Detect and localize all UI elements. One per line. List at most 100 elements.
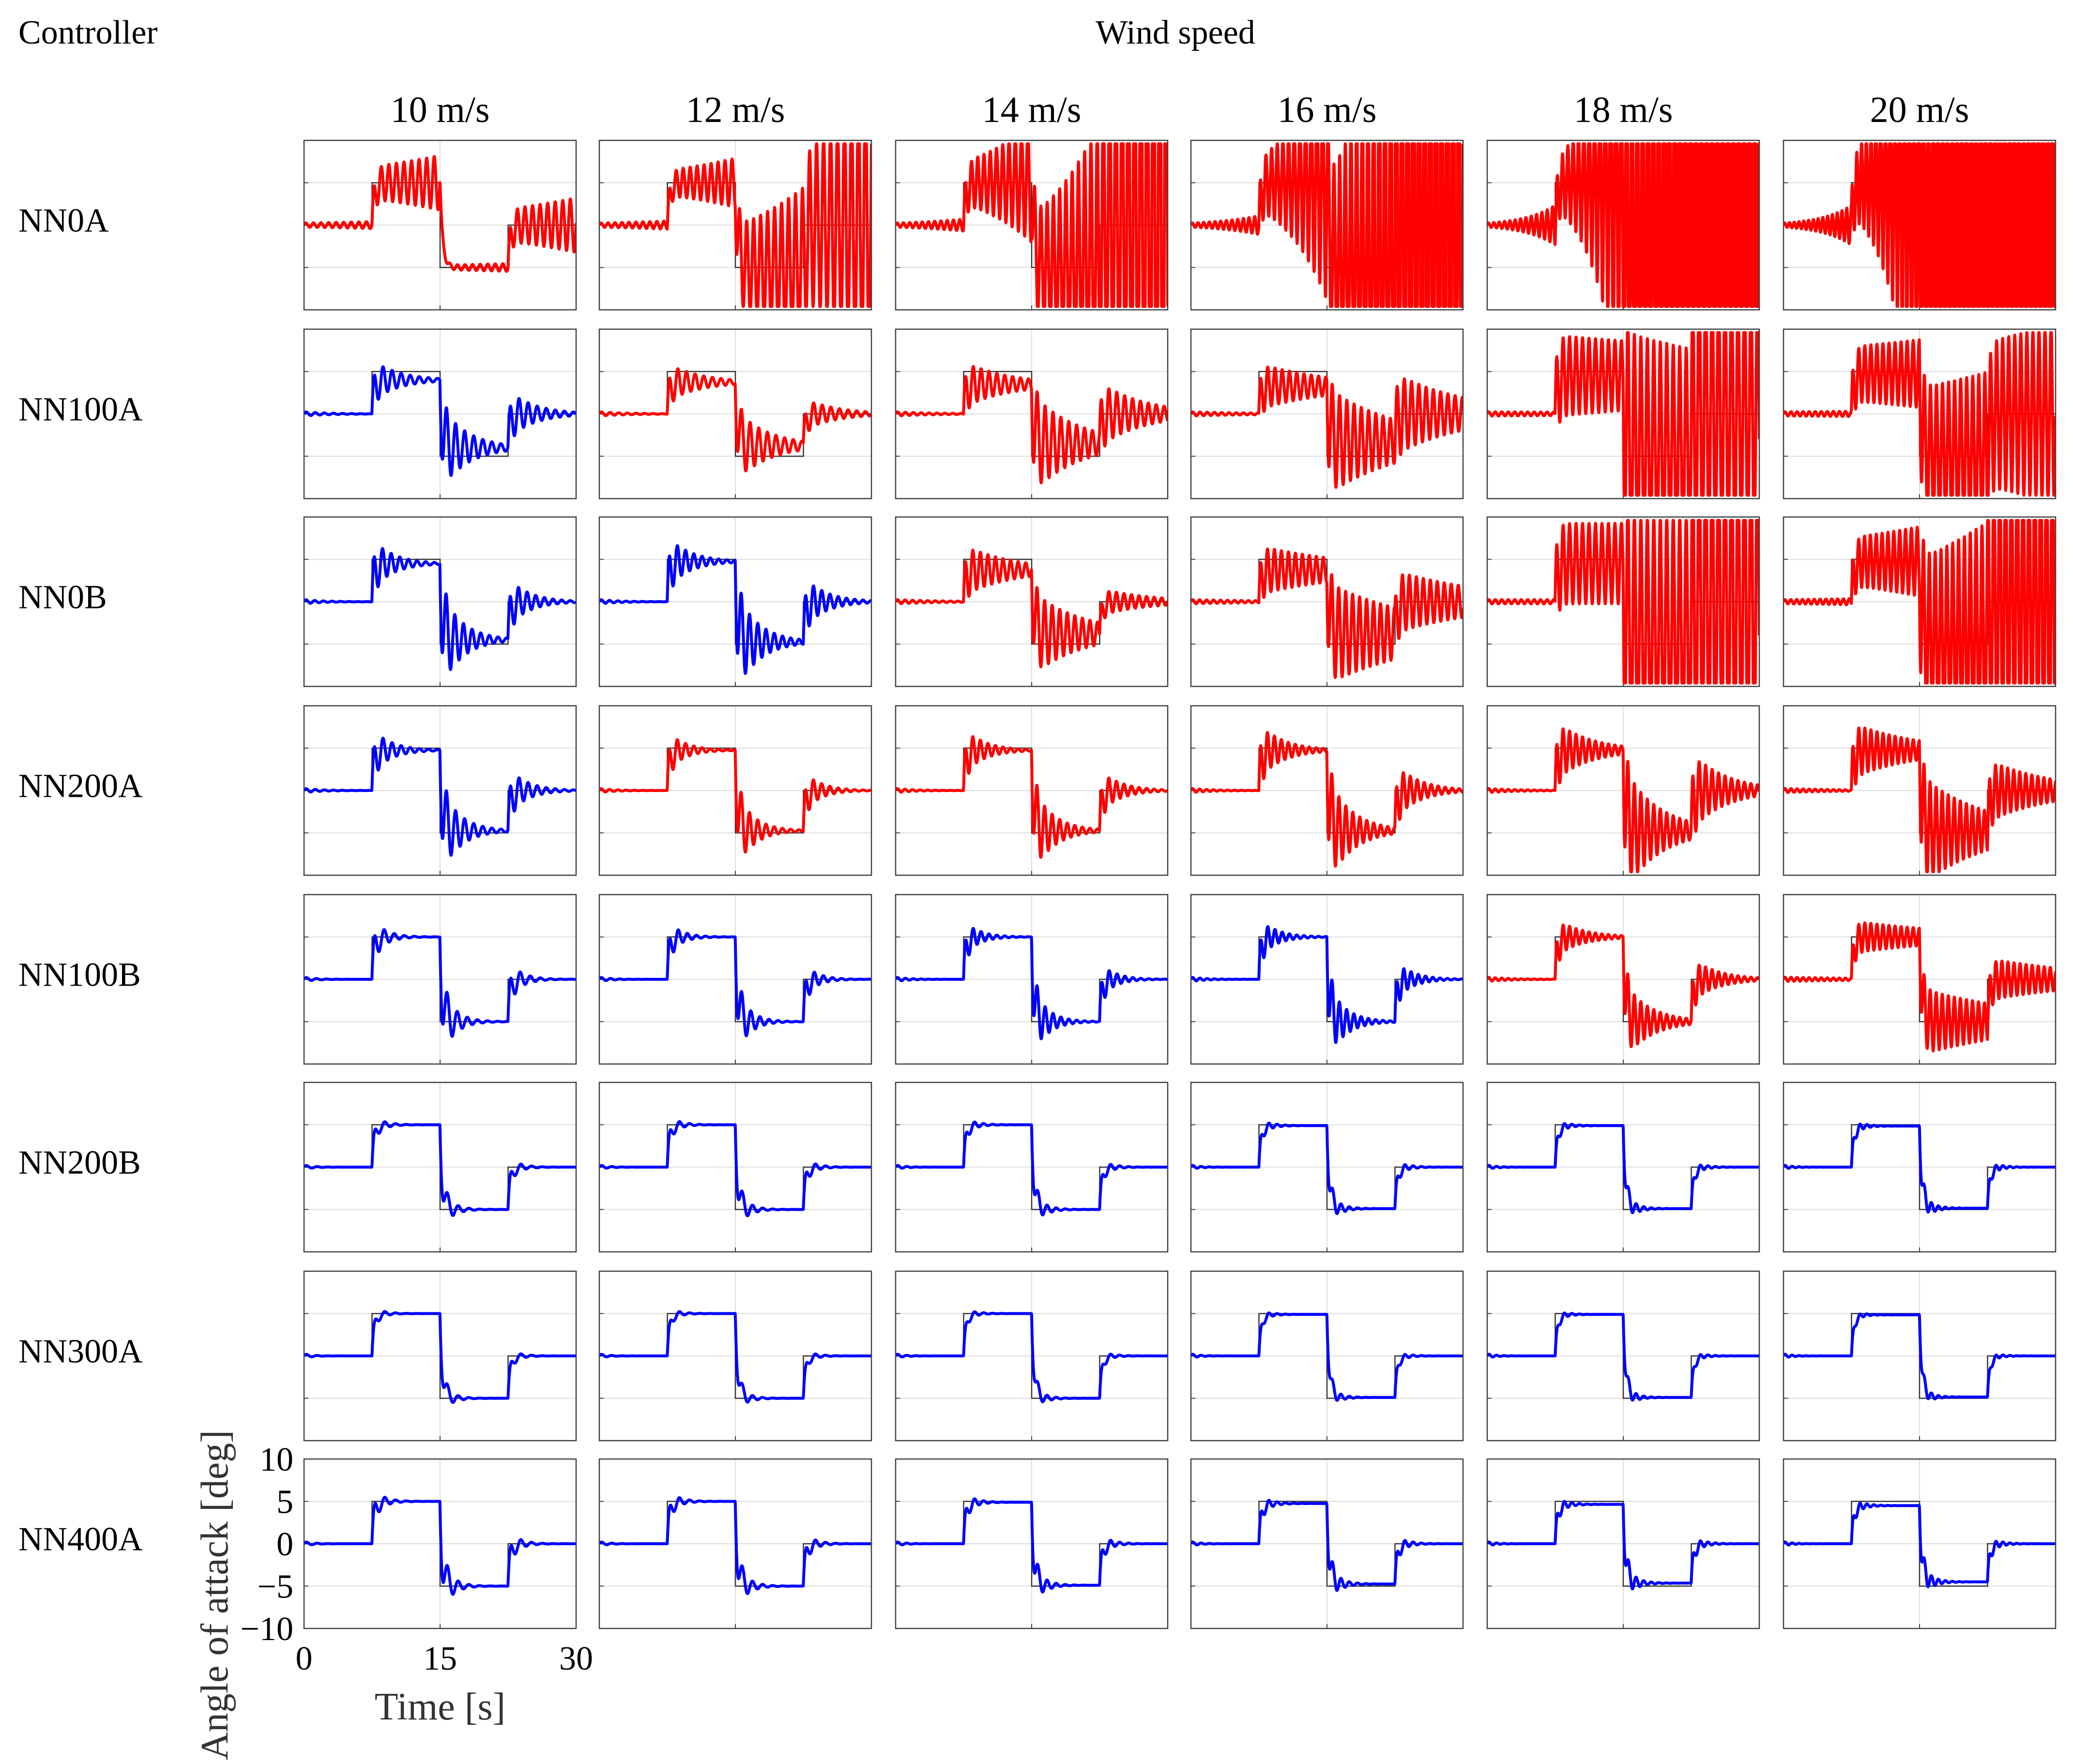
panel-frame xyxy=(1783,894,2057,1065)
panel-nn200a-12ms xyxy=(598,705,872,876)
panel-frame xyxy=(895,516,1169,687)
response-series-blue xyxy=(599,544,871,675)
response-series-red xyxy=(599,367,871,472)
panel-nn300a-14ms xyxy=(895,1270,1169,1442)
response-series-red xyxy=(1783,726,2056,873)
wind-speed-header: Wind speed xyxy=(1096,14,1255,51)
column-header-0: 10 m/s xyxy=(391,90,490,130)
row-label-nn0a: NN0A xyxy=(18,202,109,240)
panel-nn0a-16ms xyxy=(1190,139,1464,311)
row-label-nn200b: NN200B xyxy=(18,1144,141,1182)
panel-nn0b-20ms xyxy=(1783,516,2057,687)
panel-nn200b-12ms xyxy=(598,1081,872,1253)
panel-frame xyxy=(1783,139,2057,311)
row-label-nn200a: NN200A xyxy=(18,768,143,805)
controller-header: Controller xyxy=(18,14,158,51)
response-series-blue xyxy=(599,1496,871,1595)
panel-nn200a-16ms xyxy=(1190,705,1464,876)
panel-nn200a-18ms xyxy=(1486,705,1760,876)
panel-nn100a-16ms xyxy=(1190,328,1464,500)
panel-frame xyxy=(895,328,1169,500)
column-header-4: 18 m/s xyxy=(1574,90,1673,130)
panel-nn400a-12ms xyxy=(598,1458,872,1629)
response-series-blue xyxy=(304,1496,576,1596)
panel-nn300a-18ms xyxy=(1486,1270,1760,1442)
panel-frame xyxy=(303,705,577,876)
panel-frame xyxy=(303,1081,577,1253)
response-series-blue xyxy=(1191,1122,1463,1215)
x-axis-label: Time [s] xyxy=(375,1686,505,1728)
panel-frame xyxy=(895,1458,1169,1629)
panel-frame xyxy=(1783,1081,2057,1253)
panel-nn100b-12ms xyxy=(598,894,872,1065)
response-series-red xyxy=(1487,331,1759,497)
panel-nn0a-18ms xyxy=(1486,139,1760,311)
response-series-blue xyxy=(1191,925,1463,1044)
panel-frame xyxy=(1486,1458,1760,1629)
panel-frame xyxy=(303,139,577,311)
panel-nn300a-20ms xyxy=(1783,1270,2057,1442)
panel-frame xyxy=(1486,328,1760,500)
row-label-nn0b: NN0B xyxy=(18,579,107,616)
panel-nn100a-14ms xyxy=(895,328,1169,500)
panel-nn100a-18ms xyxy=(1486,328,1760,500)
panel-frame xyxy=(895,1270,1169,1442)
response-series-red xyxy=(599,738,871,854)
panel-nn100b-18ms xyxy=(1486,894,1760,1065)
panel-frame xyxy=(895,705,1169,876)
panel-nn0b-14ms xyxy=(895,516,1169,687)
response-series-red xyxy=(304,155,576,273)
column-headers: 10 m/s 12 m/s 14 m/s 16 m/s 18 m/s 20 m/s xyxy=(391,90,1969,130)
response-series-blue xyxy=(599,1310,871,1404)
panel-nn100b-10ms xyxy=(303,894,577,1065)
panel-nn100b-20ms xyxy=(1783,894,2057,1065)
response-series-red xyxy=(1487,519,1759,684)
panel-nn100b-16ms xyxy=(1190,894,1464,1065)
panel-nn300a-12ms xyxy=(598,1270,872,1442)
panel-nn200b-14ms xyxy=(895,1081,1169,1253)
panel-nn0b-12ms xyxy=(598,516,872,687)
panel-frame xyxy=(303,1270,577,1442)
row-label-nn100b: NN100B xyxy=(18,957,141,994)
panel-frame xyxy=(1486,894,1760,1065)
panel-frame xyxy=(1190,328,1464,500)
response-series-blue xyxy=(599,1120,871,1217)
panel-frame xyxy=(1783,516,2057,687)
response-series-red xyxy=(896,548,1168,669)
x-tick-label: 0 xyxy=(296,1640,313,1677)
panel-frame xyxy=(1190,705,1464,876)
y-tick-label: 5 xyxy=(276,1484,293,1521)
panel-frame xyxy=(598,705,872,876)
panel-nn300a-16ms xyxy=(1190,1270,1464,1442)
column-header-2: 14 m/s xyxy=(982,90,1082,130)
response-series-red xyxy=(1191,365,1463,489)
panel-nn0a-12ms xyxy=(598,139,872,311)
panel-frame xyxy=(895,1081,1169,1253)
panel-frame xyxy=(598,1270,872,1442)
row-label-nn100a: NN100A xyxy=(18,391,143,428)
row-labels: NN0A NN100A NN0B NN200A NN100B NN200B NN300A NN… xyxy=(18,202,143,1558)
panel-frame xyxy=(1190,516,1464,687)
panel-frame xyxy=(1783,328,2057,500)
response-series-red xyxy=(1191,731,1463,868)
panel-nn100b-14ms xyxy=(895,894,1169,1065)
response-series-blue xyxy=(304,1120,576,1217)
panel-frame xyxy=(598,139,872,311)
panel-frame xyxy=(303,894,577,1065)
panel-nn400a-10ms xyxy=(303,1458,577,1629)
response-series-blue xyxy=(304,1310,576,1404)
y-tick-label: 10 xyxy=(259,1441,293,1478)
response-series-red xyxy=(1783,331,2056,497)
response-series-blue xyxy=(304,547,576,671)
response-series-red xyxy=(1487,142,1759,308)
response-series-red xyxy=(896,142,1168,308)
panel-frame xyxy=(598,1081,872,1253)
panel-grid xyxy=(303,139,2057,1629)
panel-nn200b-10ms xyxy=(303,1081,577,1253)
response-series-blue xyxy=(304,928,576,1038)
panel-frame xyxy=(598,328,872,500)
response-series-blue xyxy=(896,927,1168,1040)
panel-frame xyxy=(598,516,872,687)
